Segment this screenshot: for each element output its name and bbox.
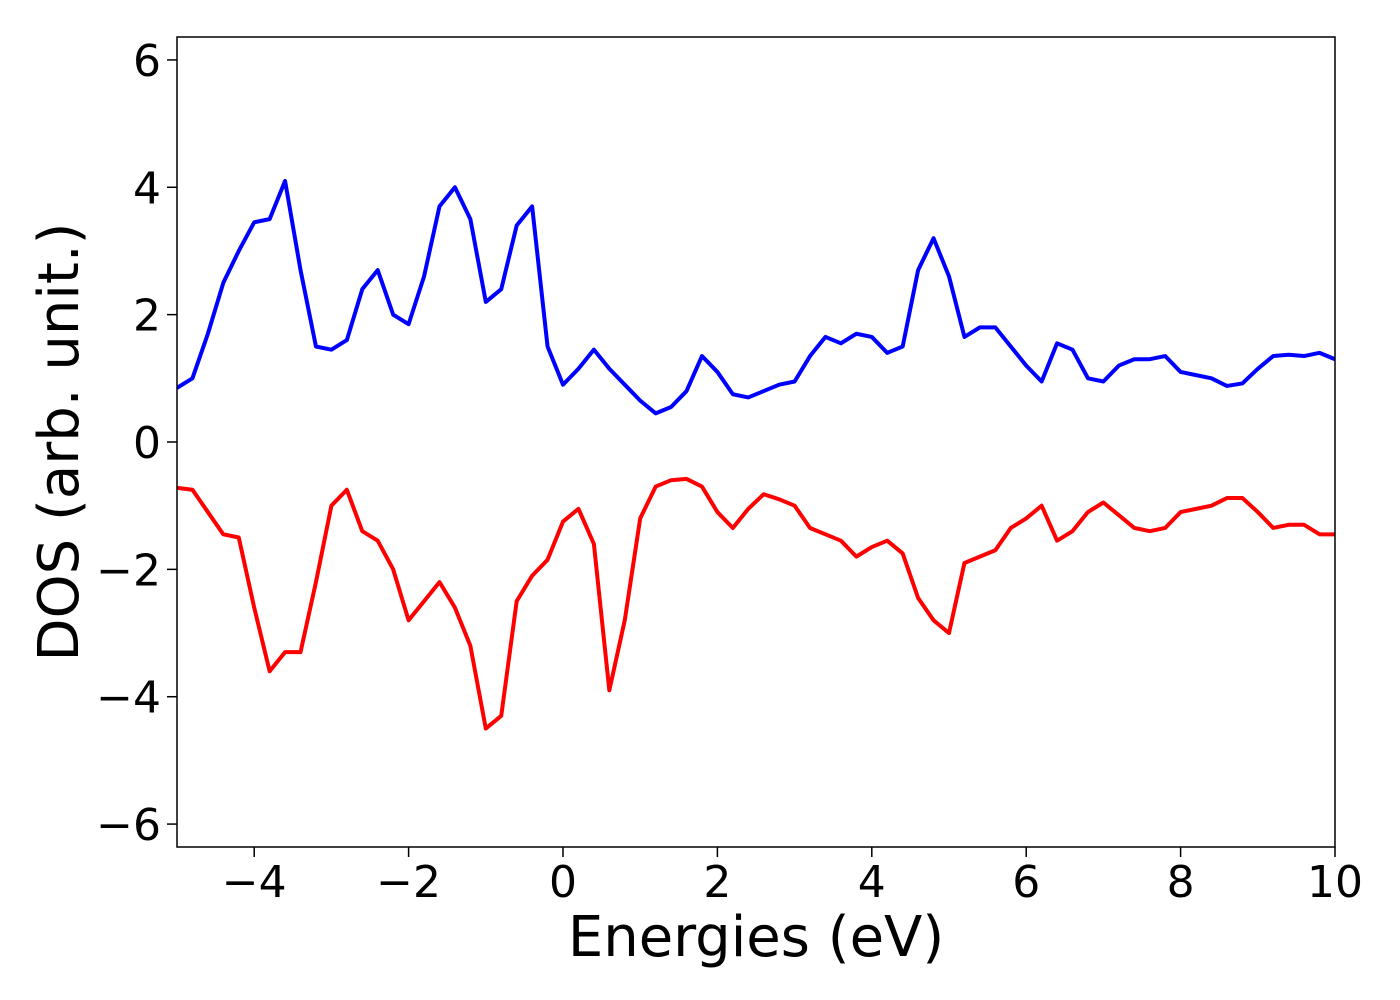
dos-line (177, 476, 1335, 731)
x-tick-label: 2 (703, 857, 731, 908)
x-tick-label: −4 (222, 857, 287, 908)
x-tick-label: 6 (1012, 857, 1040, 908)
x-tick-label: 4 (858, 857, 886, 908)
y-tick-label: −4 (96, 673, 161, 724)
y-axis-label: DOS (arb. unit.) (27, 222, 92, 661)
y-tick-label: 4 (133, 163, 161, 214)
y-tick-label: −2 (96, 545, 161, 596)
y-tick-label: −6 (96, 800, 161, 851)
y-tick-label: 2 (133, 291, 161, 342)
x-axis-label: Energies (eV) (568, 905, 944, 970)
axes-frame (176, 36, 1336, 848)
y-tick-label: 0 (133, 418, 161, 469)
plot-area (177, 178, 1335, 731)
x-tick-label: 8 (1167, 857, 1195, 908)
x-tick-label: −2 (376, 857, 441, 908)
dos-line (177, 178, 1335, 416)
x-tick-label: 0 (549, 857, 577, 908)
x-tick-label: 10 (1307, 857, 1363, 908)
y-tick-label: 6 (133, 36, 161, 87)
